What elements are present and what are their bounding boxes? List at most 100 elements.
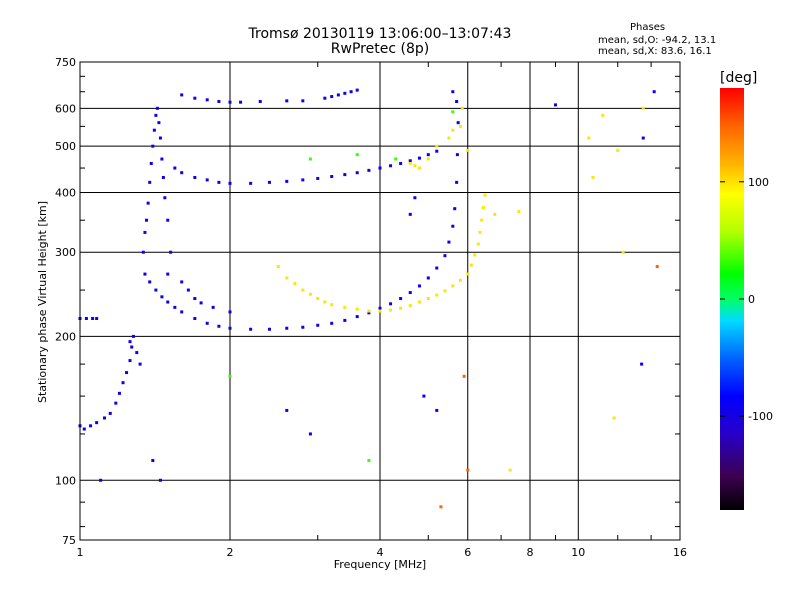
y-tick-label: 300 xyxy=(55,246,76,259)
data-point xyxy=(591,175,595,179)
data-point xyxy=(141,250,145,254)
data-point xyxy=(166,218,170,222)
data-point xyxy=(443,254,447,258)
data-point xyxy=(458,278,462,282)
data-point xyxy=(166,300,170,304)
data-point xyxy=(330,175,334,179)
data-point xyxy=(417,300,421,304)
data-point xyxy=(154,288,158,292)
data-point xyxy=(293,282,297,286)
data-point xyxy=(493,212,497,216)
plot-frame xyxy=(79,61,681,541)
data-point xyxy=(217,324,221,328)
axis-ticks: 1 2 4 6 8 10 16 75 100 200 300 400 500 600 750 xyxy=(55,56,687,559)
data-point xyxy=(316,176,320,180)
grid-lines xyxy=(80,62,680,540)
data-point xyxy=(95,421,99,425)
data-point xyxy=(355,307,359,311)
data-point xyxy=(163,196,167,200)
data-point xyxy=(408,159,412,163)
data-point xyxy=(211,305,215,309)
data-point xyxy=(131,334,135,338)
colorbar-tick-label: 0 xyxy=(748,293,755,306)
chart-subtitle: RwPretec (8p) xyxy=(330,41,430,57)
data-point xyxy=(408,161,412,165)
data-point xyxy=(114,401,118,405)
data-point xyxy=(439,505,443,509)
data-point xyxy=(155,106,159,110)
data-point xyxy=(249,181,253,185)
x-tick-label: 1 xyxy=(77,546,84,559)
data-points xyxy=(78,88,659,509)
data-point xyxy=(180,310,184,314)
data-point xyxy=(143,272,147,276)
data-point xyxy=(285,408,289,412)
data-point xyxy=(84,316,88,320)
data-point xyxy=(301,99,305,103)
data-point xyxy=(193,175,197,179)
y-tick-label: 75 xyxy=(62,534,76,547)
data-point xyxy=(95,316,99,320)
data-point xyxy=(205,178,209,182)
data-point xyxy=(408,304,412,308)
data-point xyxy=(330,303,334,307)
data-point xyxy=(417,156,421,160)
data-point xyxy=(413,196,417,200)
data-point xyxy=(389,308,393,312)
data-point xyxy=(125,371,129,375)
data-point xyxy=(138,362,142,366)
x-tick-label: 10 xyxy=(571,546,585,559)
data-point xyxy=(151,458,155,462)
data-point xyxy=(228,326,232,330)
data-point xyxy=(451,90,455,94)
phases-x-stats: mean, sd,X: 83.6, 16.1 xyxy=(598,46,712,57)
data-point xyxy=(367,458,371,462)
data-point xyxy=(455,100,459,104)
data-point xyxy=(267,327,271,331)
data-point xyxy=(640,362,644,366)
data-point xyxy=(466,148,470,152)
data-point xyxy=(316,323,320,327)
data-point xyxy=(316,297,320,301)
y-tick-label: 200 xyxy=(55,330,76,343)
data-point xyxy=(308,157,312,161)
data-point xyxy=(128,359,132,363)
data-point xyxy=(149,161,153,165)
data-point xyxy=(355,88,359,92)
data-point xyxy=(349,90,353,94)
data-point xyxy=(451,284,455,288)
data-point xyxy=(394,157,398,161)
data-point xyxy=(154,113,158,117)
data-point xyxy=(483,193,487,197)
data-point xyxy=(285,326,289,330)
data-point xyxy=(308,432,312,436)
data-point xyxy=(267,180,271,184)
data-point xyxy=(478,230,482,234)
data-point xyxy=(378,306,382,310)
chart-title: Tromsø 20130119 13:06:00–13:07:43 xyxy=(248,26,512,42)
data-point xyxy=(308,292,312,296)
data-point xyxy=(205,98,209,102)
data-point xyxy=(330,321,334,325)
phases-o-stats: mean, sd,O: -94.2, 13.1 xyxy=(598,35,717,46)
data-point xyxy=(435,149,439,153)
data-point xyxy=(343,173,347,177)
data-point xyxy=(621,250,625,254)
data-point xyxy=(435,266,439,270)
data-point xyxy=(161,175,165,179)
data-point xyxy=(466,468,470,472)
y-tick-label: 750 xyxy=(55,56,76,69)
data-point xyxy=(355,315,359,319)
data-point xyxy=(193,96,197,100)
data-point xyxy=(186,288,190,292)
data-point xyxy=(426,276,430,280)
data-point xyxy=(399,161,403,165)
data-point xyxy=(553,103,557,107)
data-point xyxy=(228,310,232,314)
y-tick-label: 100 xyxy=(55,474,76,487)
data-point xyxy=(91,316,95,320)
data-point xyxy=(169,250,173,254)
data-point xyxy=(146,201,150,205)
x-tick-label: 6 xyxy=(464,546,471,559)
data-point xyxy=(443,289,447,293)
